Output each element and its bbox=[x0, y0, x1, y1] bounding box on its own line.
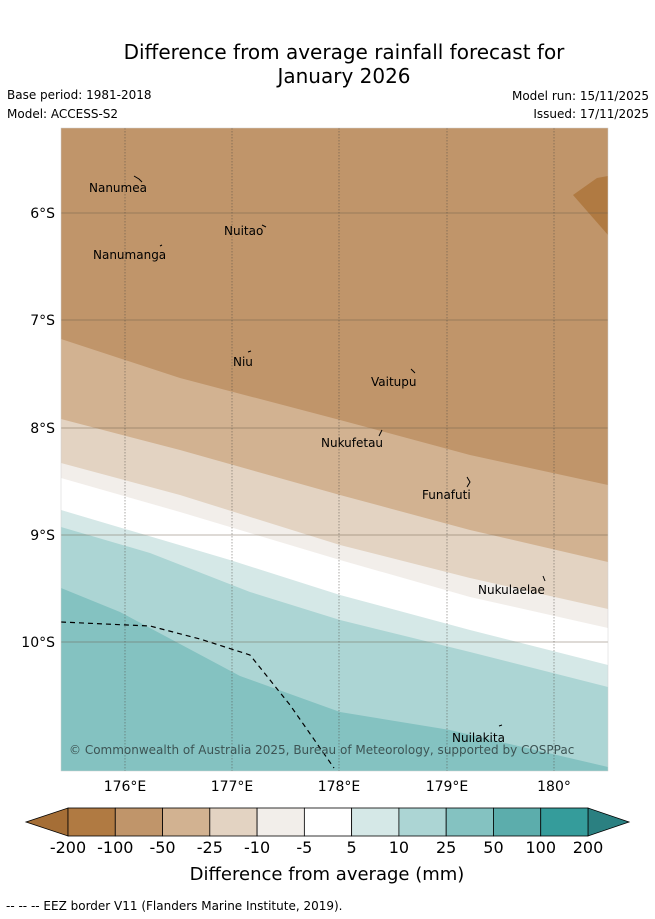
copyright-notice: © Commonwealth of Australia 2025, Bureau… bbox=[69, 743, 574, 757]
colorbar-swatch bbox=[209, 807, 258, 837]
colorbar-title: Difference from average (mm) bbox=[190, 864, 465, 885]
island-nanumanga bbox=[159, 244, 163, 247]
lon-tick: 180° bbox=[537, 779, 571, 795]
colorbar-overflow-arrow bbox=[587, 807, 631, 837]
colorbar-swatch bbox=[351, 807, 400, 837]
colorbar-tick-label: -50 bbox=[149, 838, 175, 857]
colorbar-tick-label: 200 bbox=[573, 838, 604, 857]
map-frame bbox=[60, 127, 609, 772]
island-nuilakita bbox=[498, 724, 503, 727]
colorbar-swatch bbox=[256, 807, 305, 837]
place-label: Nuilakita bbox=[452, 731, 505, 745]
colorbar-swatch bbox=[398, 807, 447, 837]
colorbar-tick-label: -100 bbox=[97, 838, 133, 857]
island-funafuti bbox=[466, 476, 471, 488]
lon-tick: 176°E bbox=[104, 779, 147, 795]
colorbar-tick-label: 10 bbox=[389, 838, 409, 857]
lon-tick: 179°E bbox=[426, 779, 469, 795]
lat-tick: 6°S bbox=[30, 206, 55, 222]
lat-tick: 7°S bbox=[30, 313, 55, 329]
colorbar-tick-label: 50 bbox=[483, 838, 503, 857]
island-nuitao bbox=[261, 224, 267, 228]
place-label: Vaitupu bbox=[371, 375, 417, 389]
lon-tick-labels: 176°E 177°E 178°E 179°E 180° bbox=[104, 779, 571, 795]
colorbar-tick-label: -25 bbox=[197, 838, 223, 857]
issued-date: Issued: 17/11/2025 bbox=[533, 107, 649, 121]
chart-title: Difference from average rainfall forecas… bbox=[0, 40, 655, 88]
map-figure: Nanumea Nuitao Nanumanga Niu Vaitupu Nuk… bbox=[21, 127, 631, 885]
colorbar-swatch bbox=[540, 807, 589, 837]
model-run: Model run: 15/11/2025 bbox=[511, 89, 649, 103]
base-period: Base period: 1981-2018 bbox=[7, 88, 152, 102]
island-outlines bbox=[133, 175, 546, 727]
eez-footnote: -- -- -- EEZ border V11 (Flanders Marine… bbox=[6, 899, 343, 913]
lat-tick: 10°S bbox=[21, 635, 55, 651]
place-label: Nuitao bbox=[224, 224, 263, 238]
island-niu bbox=[247, 350, 252, 353]
title-line-2: January 2026 bbox=[277, 64, 411, 88]
lon-tick: 178°E bbox=[318, 779, 361, 795]
colorbar-tick-label: 5 bbox=[347, 838, 357, 857]
colorbar-underflow-arrow bbox=[24, 807, 69, 837]
colorbar-tick-label: -10 bbox=[244, 838, 270, 857]
place-label: Nanumea bbox=[89, 181, 147, 195]
gridlines-lon bbox=[124, 128, 555, 771]
place-label: Nukufetau bbox=[321, 436, 383, 450]
island-vaitupu bbox=[410, 368, 416, 374]
colorbar-tick-label: -5 bbox=[296, 838, 312, 857]
colorbar-swatch bbox=[114, 807, 163, 837]
rainfall-map: Nanumea Nuitao Nanumanga Niu Vaitupu Nuk… bbox=[61, 128, 608, 771]
model-name: Model: ACCESS-S2 bbox=[7, 107, 119, 121]
colorbar-tick-label: -200 bbox=[50, 838, 86, 857]
colorbar-tick-label: 100 bbox=[525, 838, 556, 857]
colorbar-swatch bbox=[445, 807, 494, 837]
place-label: Niu bbox=[233, 355, 253, 369]
colorbar-swatch bbox=[303, 807, 353, 837]
lon-tick: 177°E bbox=[211, 779, 254, 795]
band-plus-25 bbox=[61, 588, 608, 771]
place-label: Nanumanga bbox=[93, 248, 166, 262]
colorbar: -200 -100 -50 -25 -10 -5 5 10 25 50 100 200 Differe… bbox=[24, 807, 631, 885]
lat-tick: 9°S bbox=[30, 528, 55, 544]
title-line-1: Difference from average rainfall forecas… bbox=[123, 40, 565, 64]
band-minus-200 bbox=[573, 176, 608, 235]
colorbar-swatch bbox=[162, 807, 211, 837]
place-label: Funafuti bbox=[422, 488, 471, 502]
colorbar-swatch bbox=[67, 807, 116, 837]
island-nukufetau bbox=[378, 429, 383, 437]
colorbar-swatch bbox=[493, 807, 542, 837]
place-label: Nukulaelae bbox=[478, 583, 545, 597]
lat-tick-labels: 6°S 7°S 8°S 9°S 10°S bbox=[21, 206, 55, 651]
island-nukulaelae bbox=[542, 575, 546, 582]
colorbar-tick-label: 25 bbox=[436, 838, 456, 857]
lat-tick: 8°S bbox=[30, 421, 55, 437]
gridlines-lat bbox=[61, 212, 608, 643]
island-nanumea bbox=[133, 175, 143, 183]
